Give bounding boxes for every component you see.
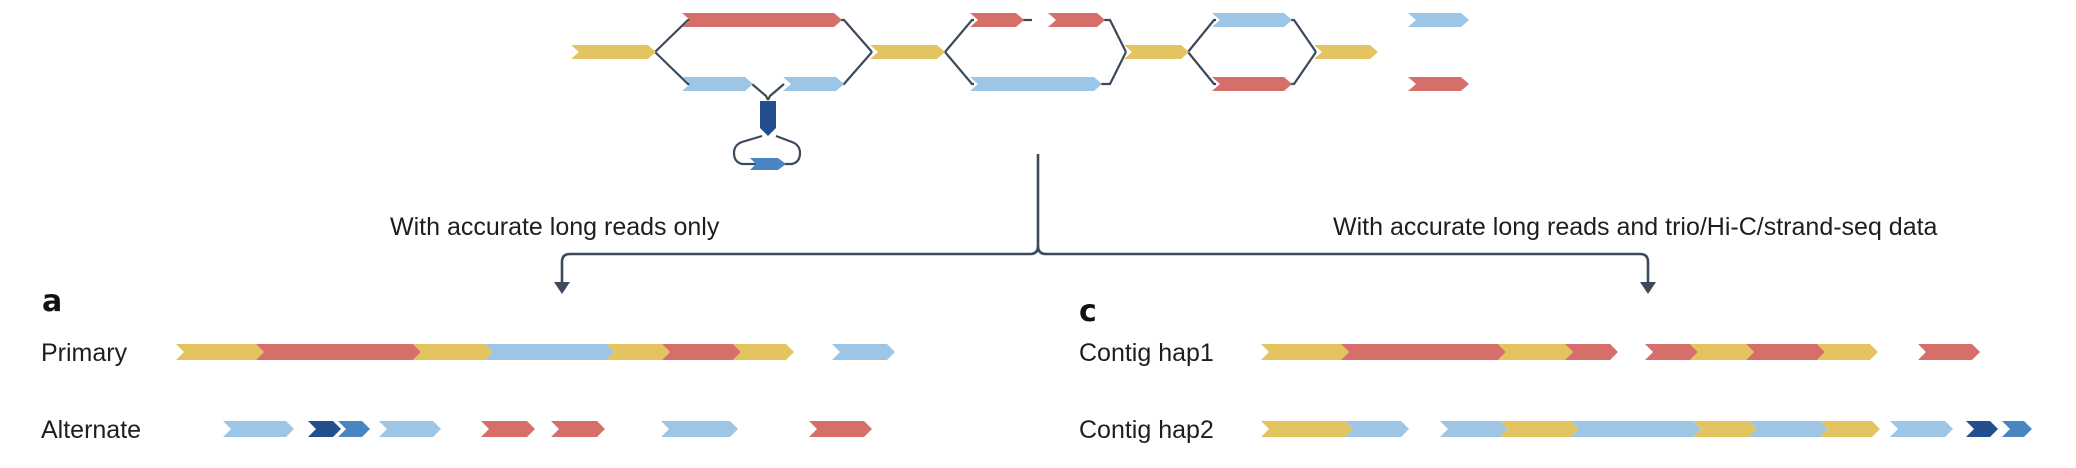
segment-midblue [2002,421,2032,437]
row-label-hap2: Contig hap2 [1079,416,1214,444]
branch-left-label: With accurate long reads only [390,213,720,241]
graph-node-midblue [750,158,786,170]
graph-node-red [1212,77,1292,91]
segment-blue [1749,421,1828,437]
segment-red [551,421,605,437]
graph-node-blue [783,77,844,91]
graph-edge [1290,51,1317,86]
graph-node-blue [682,77,753,91]
segment-yellow [1817,344,1878,360]
branch-connector [560,154,1650,288]
graph-node-red [970,13,1024,27]
graph-node-darkblue [760,101,776,136]
segment-red [809,421,872,437]
graph-node-red [682,13,842,27]
segment-blue [832,344,895,360]
row-label-primary: Primary [41,339,128,367]
arrowhead-right [1640,282,1656,294]
graph-edge [1101,51,1127,86]
hap2-contigs [1261,421,2032,437]
graph-node-yellow [571,45,656,59]
segment-blue [661,421,738,437]
graph-edge [1290,18,1317,53]
segment-red [1918,344,1980,360]
segment-yellow [1261,344,1349,360]
graph-edge [1187,51,1216,86]
segment-blue [485,344,614,360]
graph-edge [841,51,873,86]
primary-contig [176,344,895,360]
graph-node-red [1048,13,1105,27]
segment-yellow [1693,421,1757,437]
graph-edge [751,83,769,101]
segment-darkblue [1966,421,1998,437]
panel-a-letter: a [42,284,62,319]
segment-blue [379,421,441,437]
segment-yellow [733,344,794,360]
segment-red [1746,344,1825,360]
graph-node-blue [970,77,1102,91]
graph-node-yellow [1124,45,1189,59]
segment-red [1341,344,1506,360]
graph-edge [767,83,785,101]
segment-midblue [338,421,370,437]
graph-node-red [1408,77,1469,91]
segment-blue [1345,421,1409,437]
segment-yellow [1500,421,1579,437]
segment-blue [1440,421,1508,437]
segment-red [481,421,535,437]
segment-yellow [413,344,493,360]
graph-node-blue [1212,13,1292,27]
segment-blue [223,421,294,437]
graph-nodes [571,13,1469,170]
segment-red [1565,344,1618,360]
graph-node-blue [1408,13,1469,27]
assembly-graph [654,18,1317,166]
panel-c-letter: c [1079,294,1097,329]
row-label-alternate: Alternate [41,416,141,444]
segment-red [1645,344,1698,360]
arrowhead-left [554,282,570,294]
graph-edge [1104,18,1127,53]
graph-edge [841,18,873,53]
graph-edge [1187,18,1216,53]
graph-node-yellow [870,45,945,59]
segment-red [662,344,741,360]
segment-yellow [176,344,264,360]
graph-edge [944,18,974,53]
segment-yellow [1820,421,1880,437]
segment-blue [1571,421,1701,437]
segment-yellow [606,344,670,360]
hap1-contigs [1261,344,1980,360]
segment-yellow [1690,344,1754,360]
graph-edge [944,51,974,86]
segment-yellow [1498,344,1573,360]
graph-node-yellow [1314,45,1378,59]
segment-darkblue [308,421,341,437]
segment-blue [1890,421,1953,437]
branch-right-label: With accurate long reads and trio/Hi-C/s… [1333,213,1938,241]
alternate-contigs [223,421,872,437]
segment-yellow [1261,421,1353,437]
row-label-hap1: Contig hap1 [1079,339,1214,367]
segment-red [256,344,421,360]
